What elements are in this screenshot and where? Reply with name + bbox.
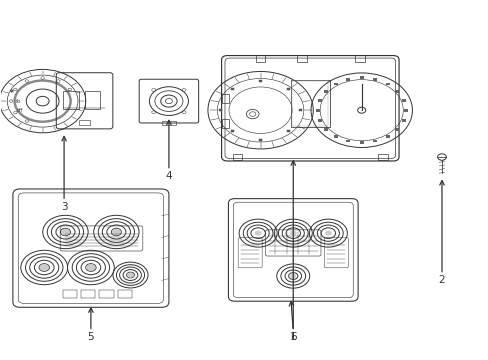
Bar xyxy=(219,109,222,111)
Bar xyxy=(359,141,363,144)
Circle shape xyxy=(40,264,49,271)
Bar xyxy=(354,55,364,62)
Bar xyxy=(346,140,349,143)
Bar xyxy=(297,55,306,62)
Bar xyxy=(317,99,321,102)
Bar xyxy=(299,109,302,111)
Bar xyxy=(403,109,407,112)
Circle shape xyxy=(325,231,331,236)
Circle shape xyxy=(289,231,296,236)
Bar xyxy=(118,290,132,298)
Bar xyxy=(221,94,228,103)
Bar xyxy=(259,139,262,141)
Bar xyxy=(287,88,290,90)
Bar xyxy=(315,109,319,112)
Text: 2: 2 xyxy=(438,275,445,285)
Bar xyxy=(290,80,329,127)
Bar xyxy=(333,135,337,138)
Text: 5: 5 xyxy=(87,332,94,342)
Bar xyxy=(378,154,387,160)
Bar xyxy=(324,128,327,131)
Bar xyxy=(385,82,389,85)
Bar xyxy=(346,78,349,81)
Circle shape xyxy=(112,229,121,235)
Circle shape xyxy=(254,231,261,236)
Circle shape xyxy=(86,264,95,271)
Bar xyxy=(401,99,405,102)
Bar xyxy=(230,130,233,132)
Text: fo: fo xyxy=(16,99,21,104)
Bar xyxy=(255,55,265,62)
Bar xyxy=(395,90,399,93)
Bar xyxy=(221,119,228,128)
Bar xyxy=(63,91,79,109)
Text: 4: 4 xyxy=(165,171,172,181)
Text: off: off xyxy=(17,108,23,113)
Text: 3: 3 xyxy=(61,202,67,212)
Bar xyxy=(359,76,363,79)
Bar xyxy=(292,81,327,126)
Bar xyxy=(81,290,95,298)
Text: *: * xyxy=(10,89,14,98)
Bar xyxy=(62,290,77,298)
Bar xyxy=(259,80,262,82)
Bar xyxy=(373,78,377,81)
Bar xyxy=(373,140,377,143)
Text: 6: 6 xyxy=(289,332,296,342)
Circle shape xyxy=(127,273,134,278)
Bar xyxy=(333,82,337,85)
Text: 1: 1 xyxy=(289,332,296,342)
Bar xyxy=(287,130,290,132)
Bar xyxy=(401,119,405,122)
Circle shape xyxy=(290,274,296,278)
Bar xyxy=(162,121,175,126)
Bar xyxy=(232,154,242,160)
Bar xyxy=(79,120,90,125)
Circle shape xyxy=(61,229,70,235)
Bar xyxy=(99,290,113,298)
Bar xyxy=(324,90,327,93)
Bar xyxy=(230,88,233,90)
Bar xyxy=(385,135,389,138)
Bar xyxy=(84,91,100,109)
Bar xyxy=(317,119,321,122)
Bar xyxy=(395,128,399,131)
